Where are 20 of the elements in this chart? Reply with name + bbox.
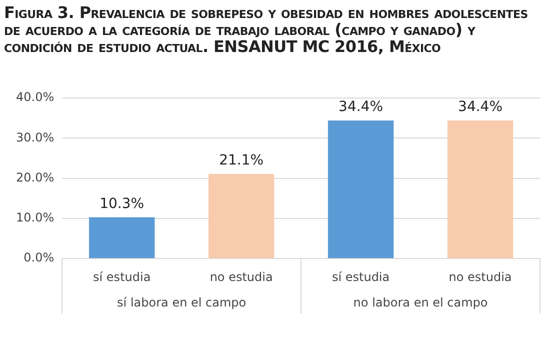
- y-tick-label: 10.0%: [16, 210, 54, 225]
- data-label: 34.4%: [458, 99, 503, 116]
- x-tick-label: sí estudia: [332, 270, 390, 284]
- data-label: 10.3%: [100, 196, 144, 212]
- bar: [328, 120, 394, 258]
- text: no labora en el campo: [353, 296, 488, 310]
- data-label: 21.1%: [219, 152, 264, 169]
- bar: [447, 120, 514, 258]
- bar: [208, 174, 274, 258]
- y-tick-label: 0.0%: [24, 250, 54, 265]
- y-tick-label: 40.0%: [16, 90, 54, 104]
- x-tick-label: sí estudia: [93, 270, 151, 284]
- text: sí labora en el campo: [117, 296, 246, 310]
- bar: [89, 217, 155, 258]
- x-tick-label: no estudia: [210, 270, 273, 284]
- chart-title: Figura 3. Prevalencia de sobrepeso y obesidad en hombres adolescentes de acuerdo a la categoría de trabajo laboral (campo y ganado) y condición de estudio actual. ENSANUT MC 2016, México: [3, 2, 529, 58]
- data-label: 34.4%: [338, 99, 384, 116]
- y-tick-label: 20.0%: [16, 170, 54, 184]
- x-tick-label: no estudia: [448, 270, 512, 284]
- y-tick-label: 30.0%: [16, 130, 54, 144]
